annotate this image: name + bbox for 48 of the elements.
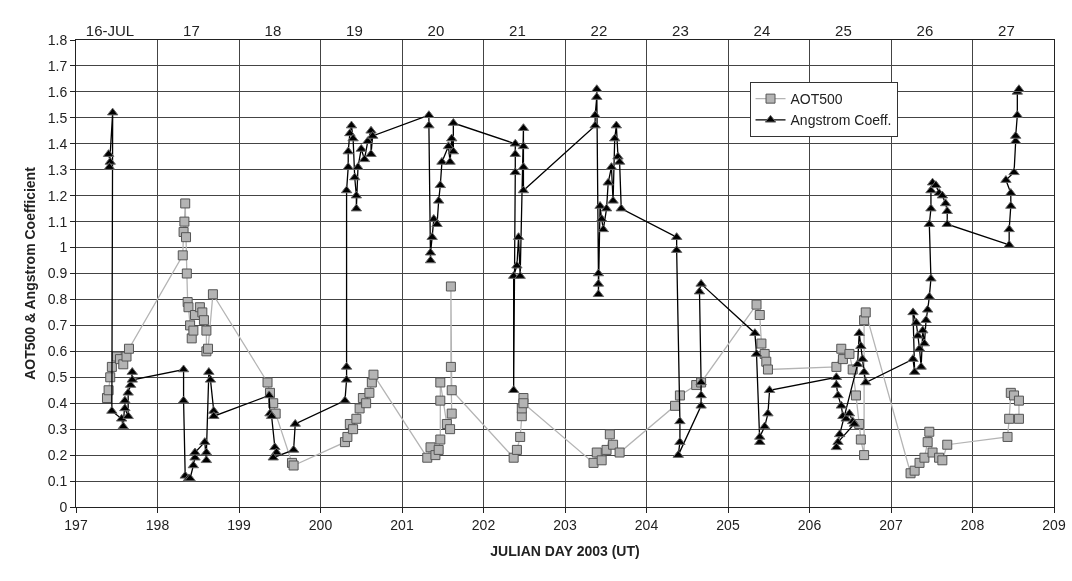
x2-tick-label: 16-JUL bbox=[85, 22, 135, 39]
x-tick-label: 197 bbox=[64, 516, 88, 533]
x2-tick-label: 27 bbox=[998, 22, 1015, 39]
x-tick-label: 203 bbox=[553, 516, 577, 533]
y-tick-label: 1.5 bbox=[47, 109, 68, 126]
x-tick-label: 198 bbox=[145, 516, 170, 533]
x2-tick-label: 22 bbox=[590, 22, 608, 39]
y-tick-label: 1.7 bbox=[47, 57, 68, 74]
x-tick-label: 207 bbox=[879, 516, 903, 533]
y-tick-label: 0.5 bbox=[47, 369, 68, 386]
x2-tick-label: 19 bbox=[346, 22, 363, 39]
y-tick-label: 1.4 bbox=[47, 135, 68, 152]
x-tick-label: 200 bbox=[308, 516, 333, 533]
y-tick-label: 0.3 bbox=[47, 421, 68, 438]
x2-tick-label: 23 bbox=[672, 22, 689, 39]
x-tick-label: 199 bbox=[227, 516, 251, 533]
y-tick-label: 1 bbox=[59, 239, 68, 256]
y-tick-label: 1.8 bbox=[47, 31, 68, 48]
y-tick-label: 1.1 bbox=[47, 213, 68, 230]
x2-tick-label: 25 bbox=[835, 22, 852, 39]
x-axis-title: JULIAN DAY 2003 (UT) bbox=[490, 543, 640, 560]
y-tick-label: 1.3 bbox=[47, 161, 68, 178]
y-tick-label: 1.2 bbox=[47, 187, 68, 204]
x2-tick-label: 26 bbox=[916, 22, 934, 39]
x-tick-label: 205 bbox=[716, 516, 740, 533]
y-axis-title: AOT500 & Angstrom Coefficient bbox=[22, 166, 39, 380]
x2-tick-label: 24 bbox=[753, 22, 771, 39]
y-tick-label: 0.6 bbox=[47, 343, 68, 360]
y-tick-label: 0.7 bbox=[47, 317, 68, 334]
y-tick-label: 0.1 bbox=[47, 472, 68, 489]
y-tick-label: 1.6 bbox=[47, 83, 68, 100]
x-tick-label: 204 bbox=[634, 516, 659, 533]
x2-tick-label: 17 bbox=[183, 22, 200, 39]
x-tick-label: 201 bbox=[390, 516, 414, 533]
legend-label: Angstrom Coeff. bbox=[790, 112, 892, 129]
y-tick-label: 0.4 bbox=[47, 395, 68, 412]
x-tick-label: 206 bbox=[797, 516, 822, 533]
y-tick-label: 0 bbox=[59, 498, 68, 515]
y-tick-label: 0.2 bbox=[47, 447, 68, 464]
x2-tick-label: 20 bbox=[427, 22, 445, 39]
x-tick-label: 208 bbox=[960, 516, 985, 533]
y-tick-label: 0.8 bbox=[47, 291, 68, 308]
x-tick-label: 202 bbox=[471, 516, 496, 533]
legend-label: AOT500 bbox=[790, 91, 843, 108]
x-tick-label: 209 bbox=[1042, 516, 1066, 533]
x2-tick-label: 21 bbox=[509, 22, 526, 39]
x2-tick-label: 18 bbox=[264, 22, 282, 39]
y-tick-label: 0.9 bbox=[47, 265, 68, 282]
